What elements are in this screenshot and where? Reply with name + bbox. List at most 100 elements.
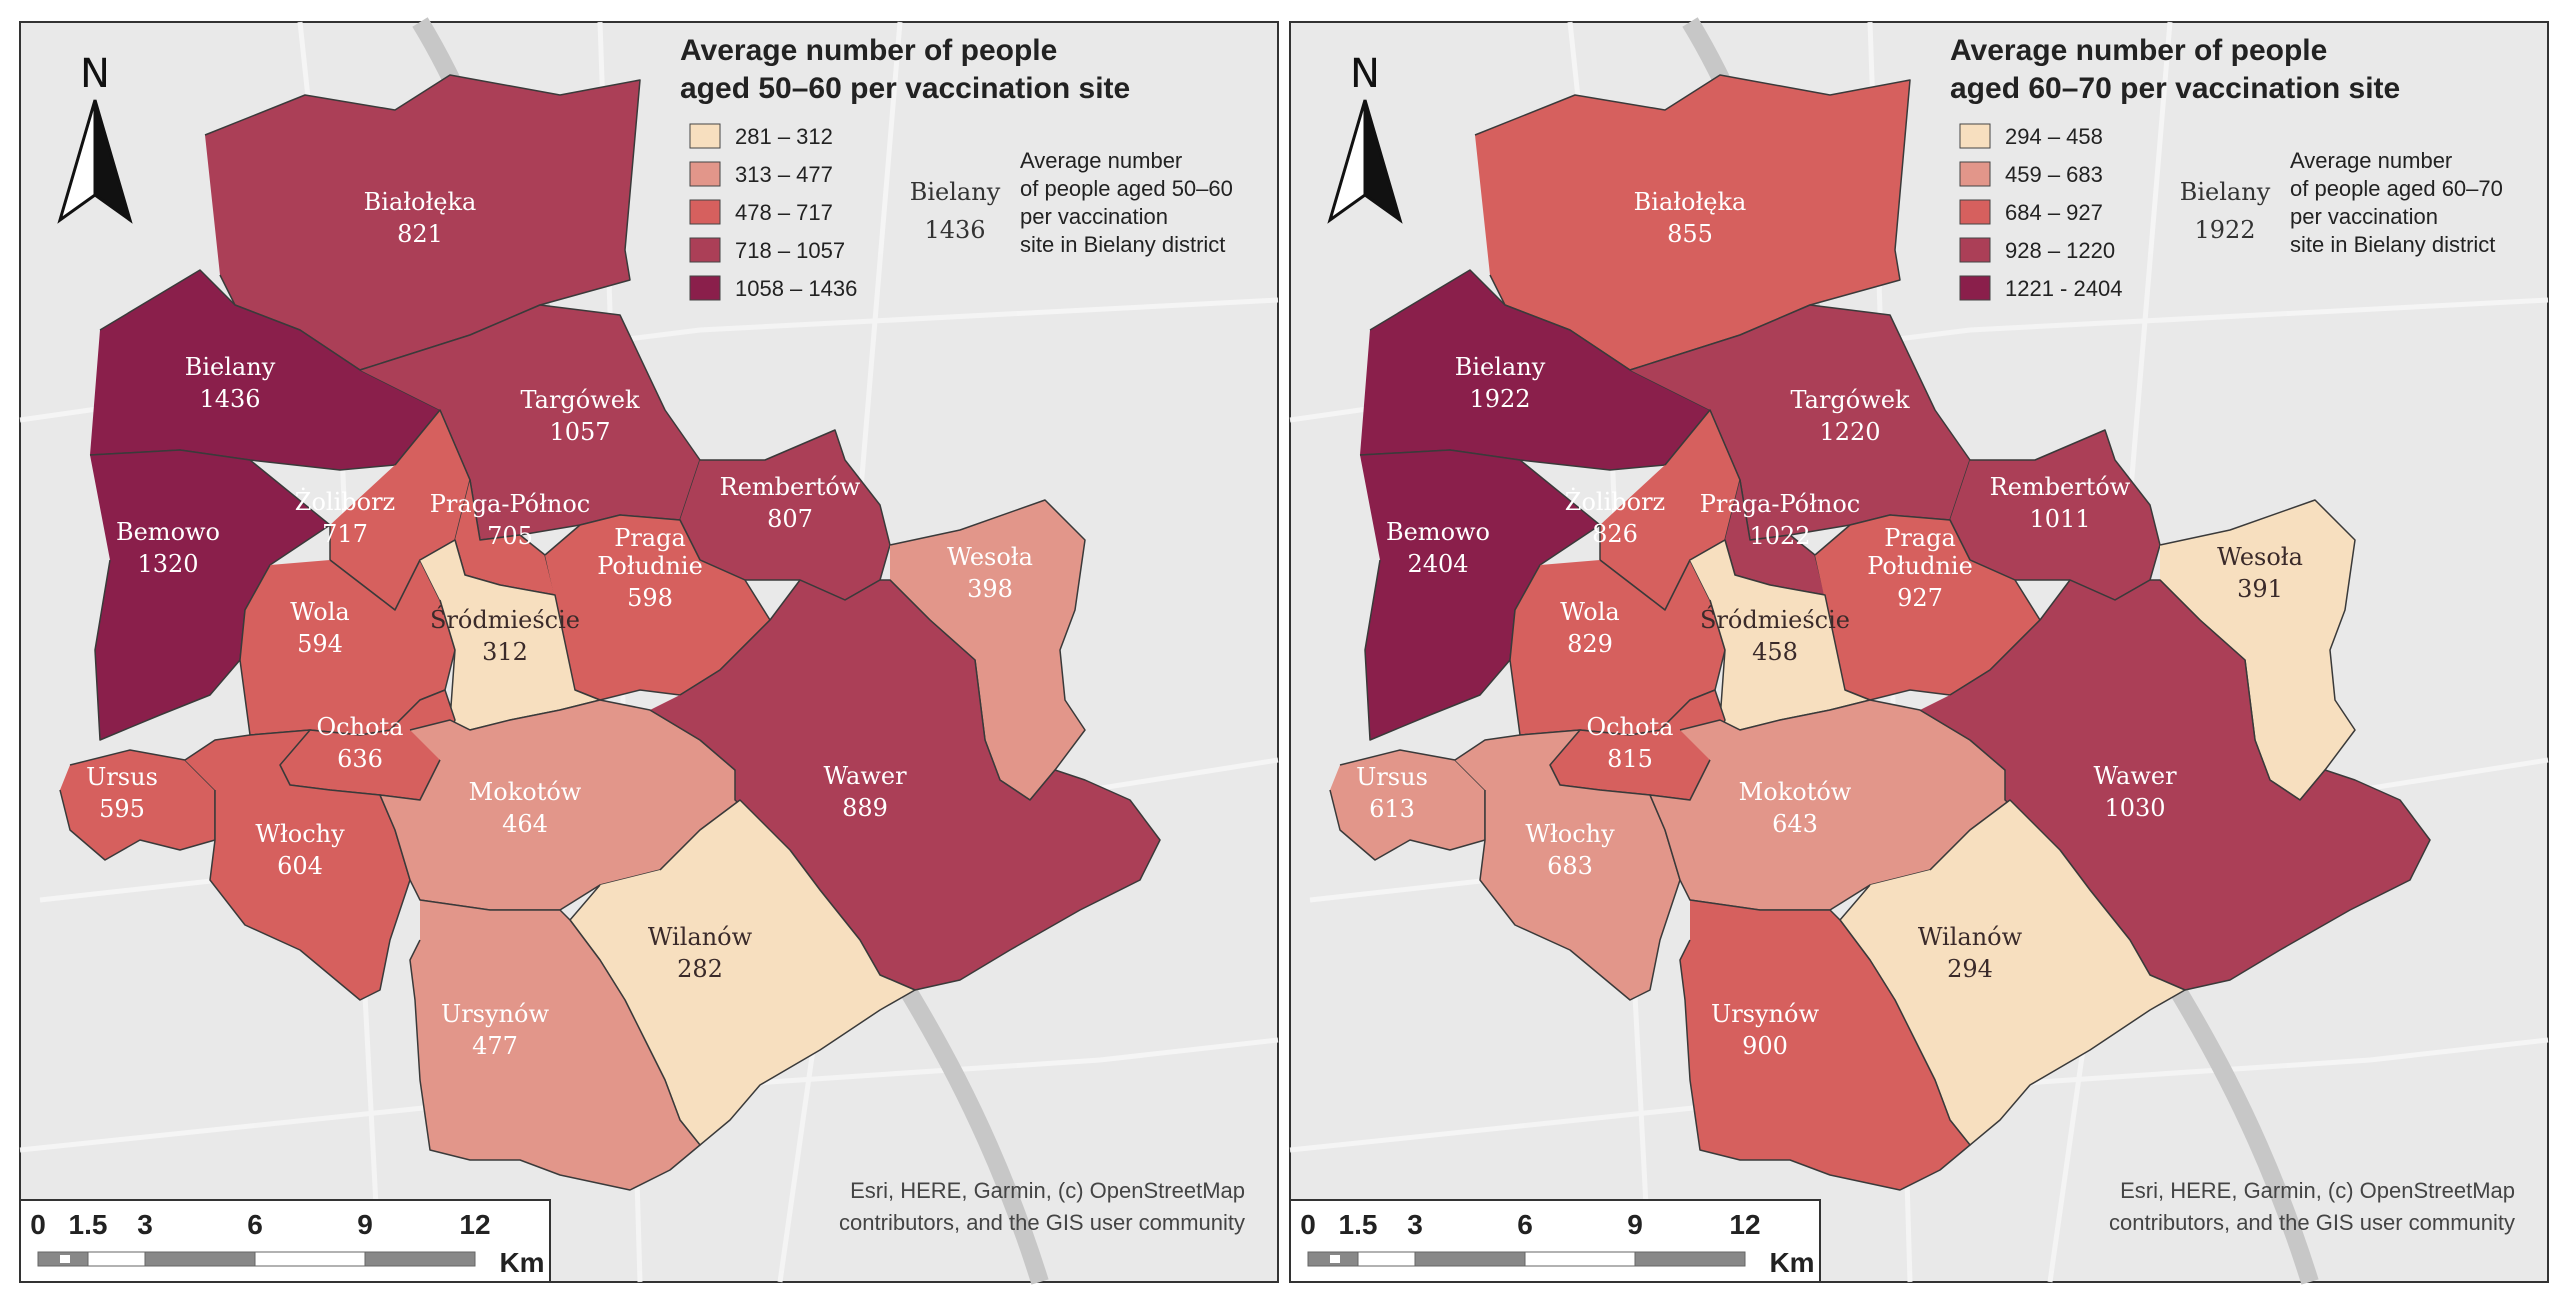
district-label-name: Wola [1560,598,1619,626]
district-ursynow[interactable] [409,899,701,1191]
district-label-value: 1436 [199,385,260,413]
attribution-line1: Esri, HERE, Garmin, (c) OpenStreetMap [2120,1178,2515,1203]
annotation-district: Bielany [2180,178,2271,206]
scalebar-subtick [1330,1255,1340,1263]
district-label-name: PragaPraga Południe [1884,524,1956,552]
legend: Average number of people aged 60–70 per v… [1950,34,2503,301]
legend-title-line2: aged 60–70 per vaccination site [1950,72,2400,105]
district-ursynow[interactable] [1679,899,1971,1191]
district-label-name: Włochy [1525,820,1615,848]
scalebar-subtick [60,1255,70,1263]
district-label-value: 312 [482,638,528,666]
district-label-name: Praga-Północ [1700,490,1860,518]
district-label-name: Targówek [1790,386,1909,414]
district-label-name: Wesoła [947,543,1033,571]
district-label-name: Rembertów [1990,473,2131,501]
north-arrow-label: N [1350,51,1380,97]
scalebar-tick-label: 6 [1517,1209,1533,1240]
district-label-value: 900 [1742,1032,1788,1060]
district-label-value: 1922 [1469,385,1530,413]
district-label-value: 829 [1567,630,1613,658]
district-label-name: Wesoła [2217,543,2303,571]
basemap-road [19,1037,1279,1153]
district-label-name: Białołęka [1634,188,1747,216]
legend-swatch [689,275,721,301]
legend-swatch [689,123,721,149]
district-label-value: 282 [677,955,723,983]
district-label-value: 927 [1897,584,1943,612]
district-label-name: Ursus [1356,763,1428,791]
district-label-name: Praga-Północ [430,490,590,518]
annotation-note-line: Average number [2290,148,2452,173]
district-label-value: 477 [472,1032,518,1060]
district-label-name: Bielany [1455,353,1546,381]
districts [1329,74,2431,1191]
scalebar-unit: Km [499,1247,544,1278]
district-label-value: 705 [487,522,533,550]
districts [59,74,1161,1191]
legend-swatch [689,237,721,263]
district-label-name: Białołęka [364,188,477,216]
annotation-value: 1922 [2194,216,2255,244]
scalebar-segment [254,1251,366,1267]
north-arrow-label: N [80,51,110,97]
annotation-value: 1436 [924,216,985,244]
district-label-value: 855 [1667,220,1713,248]
district-label-name: Żoliborz [295,487,395,516]
map-panel-2: Białołęka 855 Bielany 1922 Targówek 1220 Bemow… [1289,17,2549,1285]
legend-swatch [1959,123,1991,149]
map-panel-1: Białołęka 821 Bielany 1436 Targówek 1057 Bemow… [19,17,1279,1285]
district-label-value: 1057 [549,418,610,446]
annotation-note-line: of people aged 50–60 [1020,176,1233,201]
district-label-value: 458 [1752,638,1798,666]
legend-item-label: 1058 – 1436 [735,276,857,301]
district-label-name-line2: Południe [1867,552,1973,580]
scalebar-tick-label: 9 [1627,1209,1643,1240]
district-label-value: 807 [767,505,813,533]
district-label-value: 821 [397,220,443,248]
legend-title-line2: aged 50–60 per vaccination site [680,72,1130,105]
scalebar-subtick [115,1255,125,1263]
scalebar: 0 1.5 3 6 9 12 Km [1289,1199,1821,1283]
district-label-name: Ochota [317,713,404,741]
scalebar-box [19,1199,551,1283]
legend-item-label: 313 – 477 [735,162,833,187]
scalebar-tick-label: 1.5 [1339,1209,1378,1240]
legend-swatch [689,199,721,225]
district-label-value: 598 [627,584,673,612]
district-label-name: Ursus [86,763,158,791]
scalebar-unit: Km [1769,1247,1814,1278]
district-label-name: Wilanów [648,923,753,951]
legend-swatch [1959,237,1991,263]
north-arrow-right [1363,99,1403,224]
scalebar-tick-label: 0 [30,1209,46,1240]
district-label-name: Bemowo [116,518,220,546]
district-label-value: 826 [1592,520,1638,548]
scalebar-tick-label: 3 [137,1209,153,1240]
district-label-name: Żoliborz [1565,487,1665,516]
north-arrow-icon: N [1327,51,1403,224]
scalebar-tick-label: 9 [357,1209,373,1240]
district-label-value: 2404 [1407,550,1468,578]
district-label-value: 815 [1607,745,1653,773]
district-label-name: Mokotów [1739,778,1852,806]
district-label-name: Śródmieście [430,605,580,634]
district-label-value: 398 [967,575,1013,603]
legend-swatch [689,161,721,187]
north-arrow-icon: N [57,51,133,224]
district-praga_pd[interactable] [1814,514,2041,701]
scalebar-tick-label: 12 [459,1209,490,1240]
annotation-note-line: site in Bielany district [2290,232,2495,257]
annotation-note-line: per vaccination [2290,204,2438,229]
district-label-name: Rembertów [720,473,861,501]
district-praga_pd[interactable] [544,514,771,701]
scalebar-segment [364,1251,476,1267]
legend-item-label: 478 – 717 [735,200,833,225]
scalebar-tick-label: 12 [1729,1209,1760,1240]
legend-item-label: 928 – 1220 [2005,238,2115,263]
district-label-value: 294 [1947,955,1993,983]
district-ursus[interactable] [1329,749,1486,861]
district-ursus[interactable] [59,749,216,861]
basemap-road [1289,1037,2549,1153]
